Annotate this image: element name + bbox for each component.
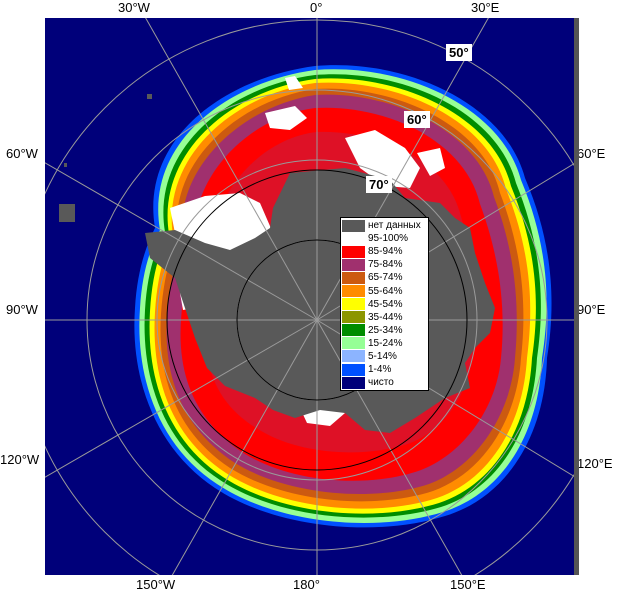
legend-item: 15-24% <box>342 337 428 350</box>
legend-swatch <box>342 298 365 311</box>
legend-swatch <box>342 350 365 363</box>
lon-label-60w: 60°W <box>6 146 38 161</box>
legend-swatch <box>342 258 365 271</box>
legend: нет данных 95-100% 85-94% 75-84% 65-74% … <box>340 217 429 392</box>
legend-label: 35-44% <box>368 311 403 323</box>
lat-label-70: 70° <box>366 176 392 193</box>
island-no-data <box>64 163 67 167</box>
lon-label-120w: 120°W <box>0 452 40 467</box>
lon-label-180: 180° <box>293 577 320 592</box>
legend-swatch <box>342 376 365 389</box>
legend-swatch <box>342 245 365 258</box>
legend-swatch <box>342 285 365 298</box>
legend-label: 55-64% <box>368 285 403 297</box>
lon-label-30e: 30°E <box>471 0 500 15</box>
legend-label: 95-100% <box>368 233 409 245</box>
island-no-data <box>147 94 152 99</box>
legend-item: 75-84% <box>342 258 428 271</box>
lon-label-60e: 60°E <box>577 146 606 161</box>
legend-swatch <box>342 232 365 245</box>
legend-label: 85-94% <box>368 246 403 258</box>
legend-swatch <box>342 311 365 324</box>
legend-label: чисто <box>368 377 394 389</box>
legend-swatch <box>342 271 365 284</box>
lat-label-50: 50° <box>446 44 472 61</box>
legend-label: 65-74% <box>368 272 403 284</box>
legend-label: нет данных <box>368 220 421 232</box>
legend-item: чисто <box>342 376 428 389</box>
lat-label-60: 60° <box>404 111 430 128</box>
legend-item: 1-4% <box>342 363 428 376</box>
legend-item: нет данных <box>342 219 428 232</box>
legend-label: 1-4% <box>368 364 392 376</box>
legend-item: 45-54% <box>342 298 428 311</box>
lon-label-30w: 30°W <box>118 0 150 15</box>
legend-item: 25-34% <box>342 324 428 337</box>
legend-item: 55-64% <box>342 284 428 298</box>
legend-item: 95-100% <box>342 232 428 245</box>
lon-label-90e: 90°E <box>577 302 606 317</box>
lon-label-120e: 120°E <box>577 456 613 471</box>
lon-label-90w: 90°W <box>6 302 38 317</box>
legend-label: 15-24% <box>368 337 403 349</box>
legend-label: 5-14% <box>368 350 397 362</box>
legend-swatch <box>342 337 365 350</box>
legend-swatch <box>342 324 365 337</box>
lon-label-150e: 150°E <box>450 577 486 592</box>
legend-swatch <box>342 219 365 232</box>
lon-label-0: 0° <box>310 0 323 15</box>
legend-item: 35-44% <box>342 311 428 324</box>
lon-label-150w: 150°W <box>136 577 176 592</box>
island-no-data <box>59 204 75 222</box>
legend-label: 25-34% <box>368 324 403 336</box>
legend-label: 75-84% <box>368 259 403 271</box>
legend-label: 45-54% <box>368 298 403 310</box>
legend-swatch <box>342 363 365 376</box>
legend-item: 85-94% <box>342 245 428 258</box>
map-frame <box>45 18 579 575</box>
ice-concentration-map <box>45 18 574 575</box>
legend-item: 65-74% <box>342 271 428 284</box>
legend-item: 5-14% <box>342 350 428 363</box>
